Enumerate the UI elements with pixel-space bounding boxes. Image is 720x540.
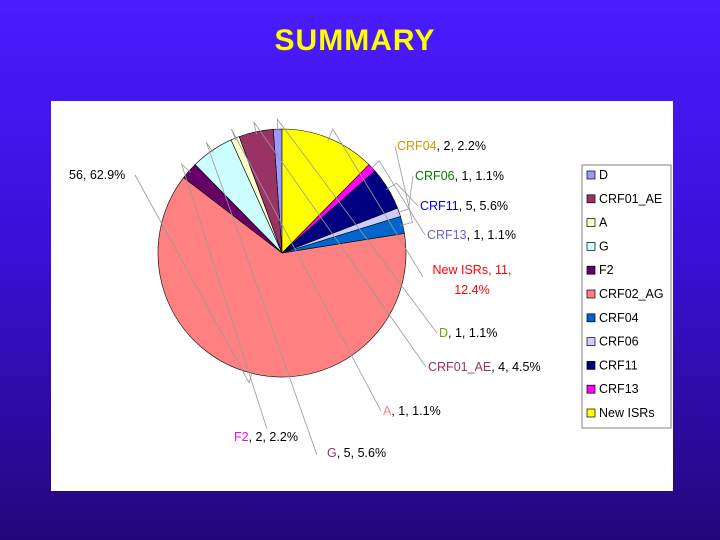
data-label-value: , 1, 1.1% bbox=[467, 228, 516, 242]
leader-line-d bbox=[276, 117, 438, 334]
data-label-value: 56, 62.9% bbox=[69, 168, 125, 182]
data-label-value: , 1, 1.1% bbox=[391, 404, 440, 418]
legend-swatch-new-isrs bbox=[586, 408, 596, 418]
leader-line-crf02-ag bbox=[134, 174, 253, 384]
legend-swatch-crf02-ag bbox=[586, 289, 596, 299]
data-label-d: D, 1, 1.1% bbox=[439, 326, 497, 340]
legend-swatch-crf01-ae bbox=[586, 194, 596, 204]
pie-chart: D, 1, 1.1%CRF01_AE, 4, 4.5%A, 1, 1.1%G, … bbox=[69, 117, 672, 460]
data-label-value: , 4, 4.5% bbox=[491, 360, 540, 374]
leader-line-crf13 bbox=[369, 160, 426, 236]
leader-lines bbox=[134, 117, 438, 456]
data-label-value: , 11, bbox=[488, 263, 511, 277]
legend-label-d: D bbox=[599, 168, 608, 182]
data-label-value: , 2, 2.2% bbox=[249, 430, 298, 444]
legend-swatch-f2 bbox=[586, 265, 596, 275]
data-label-crf01-ae: CRF01_AE, 4, 4.5% bbox=[428, 360, 541, 374]
legend-swatch-crf13 bbox=[586, 384, 596, 394]
data-label-name: CRF06 bbox=[415, 169, 455, 183]
legend-label-crf02-ag: CRF02_AG bbox=[599, 287, 664, 301]
slide-title: SUMMARY bbox=[274, 24, 436, 57]
legend-label-crf13: CRF13 bbox=[599, 382, 639, 396]
data-label-g: G, 5, 5.6% bbox=[327, 446, 386, 460]
legend: D CRF01_AE AG F2 CRF02_AG CRF04 CRF06 CRF11 CRF1… bbox=[581, 164, 672, 429]
data-label-crf04: CRF04, 2, 2.2% bbox=[397, 139, 486, 153]
leader-line-crf01-ae bbox=[253, 121, 427, 368]
pie-slices bbox=[157, 128, 407, 378]
data-label-crf02-ag: 56, 62.9% bbox=[69, 168, 125, 182]
data-label-value: , 5, 5.6% bbox=[337, 446, 386, 460]
data-label-name: New ISRs bbox=[433, 263, 489, 277]
legend-swatch-crf06 bbox=[586, 337, 596, 346]
data-label-crf13: CRF13, 1, 1.1% bbox=[427, 228, 516, 242]
data-label-value: , 1, 1.1% bbox=[448, 326, 497, 340]
legend-swatch-a bbox=[586, 218, 596, 227]
leader-line-crf04 bbox=[394, 145, 413, 226]
data-label-crf06: CRF06, 1, 1.1% bbox=[415, 169, 504, 183]
data-label-name: D bbox=[439, 326, 448, 340]
data-label-value: , 2, 2.2% bbox=[437, 139, 486, 153]
legend-label-crf11: CRF11 bbox=[599, 358, 638, 372]
data-label-name: CRF01_AE bbox=[428, 360, 491, 374]
legend-frame bbox=[581, 164, 672, 429]
data-label-name: F2 bbox=[234, 430, 249, 444]
data-label-value: , 1, 1.1% bbox=[455, 169, 504, 183]
leader-line-crf06 bbox=[396, 175, 414, 214]
data-label-crf11: CRF11, 5, 5.6% bbox=[420, 199, 508, 213]
data-label-name: CRF11 bbox=[420, 199, 459, 213]
data-label-percent: 12.4% bbox=[454, 283, 489, 297]
legend-swatch-d bbox=[586, 170, 596, 180]
leader-line-g bbox=[205, 142, 318, 456]
leader-line-a bbox=[230, 128, 382, 412]
leader-line-crf11 bbox=[385, 182, 419, 207]
chart-area: D, 1, 1.1% CRF01_AE, 4, 4.5% A, 1, 1.1% G, … bbox=[51, 101, 673, 491]
legend-label-crf01-ae: CRF01_AE bbox=[599, 192, 662, 206]
data-label-f2: F2, 2, 2.2% bbox=[234, 430, 298, 444]
legend-label-crf06: CRF06 bbox=[599, 335, 639, 349]
legend-swatch-g bbox=[586, 242, 596, 251]
data-label-a: A, 1, 1.1% bbox=[383, 404, 441, 418]
legend-label-new-isrs: New ISRs bbox=[599, 406, 655, 420]
data-label-name: A bbox=[383, 404, 392, 418]
data-label-name: CRF04 bbox=[397, 139, 437, 153]
legend-label-g: G bbox=[599, 239, 609, 253]
data-labels: D, 1, 1.1%CRF01_AE, 4, 4.5%A, 1, 1.1%G, … bbox=[69, 139, 541, 460]
legend-label-f2: F2 bbox=[599, 263, 614, 277]
data-label-new-isrs: New ISRs, 11, 12.4% bbox=[433, 263, 512, 297]
leader-line-new-isrs bbox=[327, 128, 424, 278]
legend-swatch-crf11 bbox=[586, 361, 596, 370]
data-label-name: G bbox=[327, 446, 337, 460]
legend-swatch-crf04 bbox=[586, 313, 596, 323]
leader-line-f2 bbox=[180, 163, 268, 430]
data-label-value: , 5, 5.6% bbox=[459, 199, 508, 213]
legend-label-a: A bbox=[599, 216, 608, 230]
data-label-name: CRF13 bbox=[427, 228, 467, 242]
legend-label-crf04: CRF04 bbox=[599, 311, 639, 325]
